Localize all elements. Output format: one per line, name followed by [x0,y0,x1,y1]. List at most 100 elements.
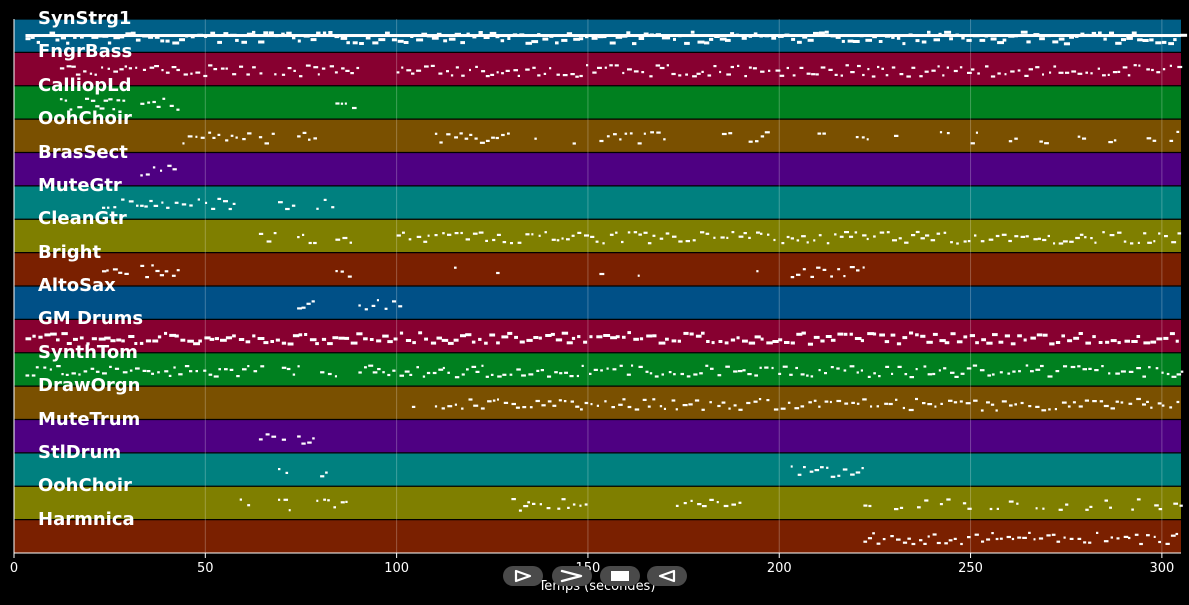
note [491,136,495,139]
note [1065,503,1069,506]
note [205,201,208,204]
track-lane[interactable] [14,185,1181,220]
note [1109,31,1114,35]
track-lane[interactable] [14,452,1181,487]
note [857,64,861,68]
note [547,400,552,403]
note [754,335,761,339]
note [514,335,518,339]
track-lane[interactable] [14,419,1181,453]
note [264,142,269,145]
note [756,270,759,273]
note [1166,372,1170,376]
play-button[interactable] [503,566,543,586]
note [447,233,452,236]
note [107,206,110,209]
track-label: GM Drums [38,308,144,330]
note [1158,232,1161,235]
track-lane[interactable] [14,219,1181,253]
track-lane[interactable] [14,52,1181,86]
note [1113,139,1117,142]
note [954,375,959,378]
note [855,136,859,139]
note [106,269,109,272]
note [768,69,771,72]
forward-button[interactable] [552,566,592,586]
note [55,38,60,42]
note [266,240,272,243]
note [1017,334,1022,338]
note [78,373,81,376]
note [577,231,582,234]
note [1128,370,1134,373]
note [258,232,264,235]
note [487,400,492,403]
note [1038,537,1044,540]
note [1103,37,1107,41]
note [490,73,495,76]
note [502,241,507,244]
note [332,336,339,340]
note [609,233,614,236]
note [810,375,814,378]
note [915,230,920,234]
note [331,206,335,209]
note [1169,332,1175,336]
note [797,40,802,44]
note [1117,231,1122,234]
track-lane[interactable] [14,486,1181,520]
note [1026,40,1031,44]
note [939,503,943,506]
note [311,300,315,303]
note [1097,67,1100,70]
note [1142,375,1146,378]
note [340,36,348,40]
track-lane[interactable] [14,386,1181,420]
track-lane[interactable] [14,252,1181,286]
note [507,37,511,40]
note [552,404,557,407]
note [1136,335,1141,338]
note [826,466,829,469]
note [496,271,500,275]
note [661,373,664,376]
note [1151,68,1154,72]
note [791,37,796,41]
note [1078,405,1083,408]
note [615,335,620,339]
note [760,70,765,73]
note [850,71,855,74]
note [315,342,319,346]
note [448,37,456,41]
note [412,341,416,345]
play-icon [514,569,532,583]
note [1101,365,1104,368]
note [991,373,995,376]
note [382,371,385,374]
note [690,30,695,34]
stop-button[interactable] [600,566,640,586]
track-lane[interactable] [14,152,1181,186]
note [931,69,936,72]
note [73,337,78,341]
note [182,142,185,145]
track-lane[interactable] [14,286,1181,320]
note [760,135,765,138]
note [1153,240,1156,243]
note [292,373,296,376]
note [908,408,914,412]
note [189,370,193,373]
note [50,332,57,336]
track-lane[interactable] [14,519,1181,553]
note [179,38,185,42]
note [198,339,202,343]
note [1058,37,1065,41]
note [287,67,292,70]
note [473,404,479,407]
track-lane[interactable] [14,119,1181,153]
rewind-button[interactable] [647,566,687,586]
track-lane[interactable] [14,85,1181,120]
note [932,372,936,376]
note [824,30,829,34]
